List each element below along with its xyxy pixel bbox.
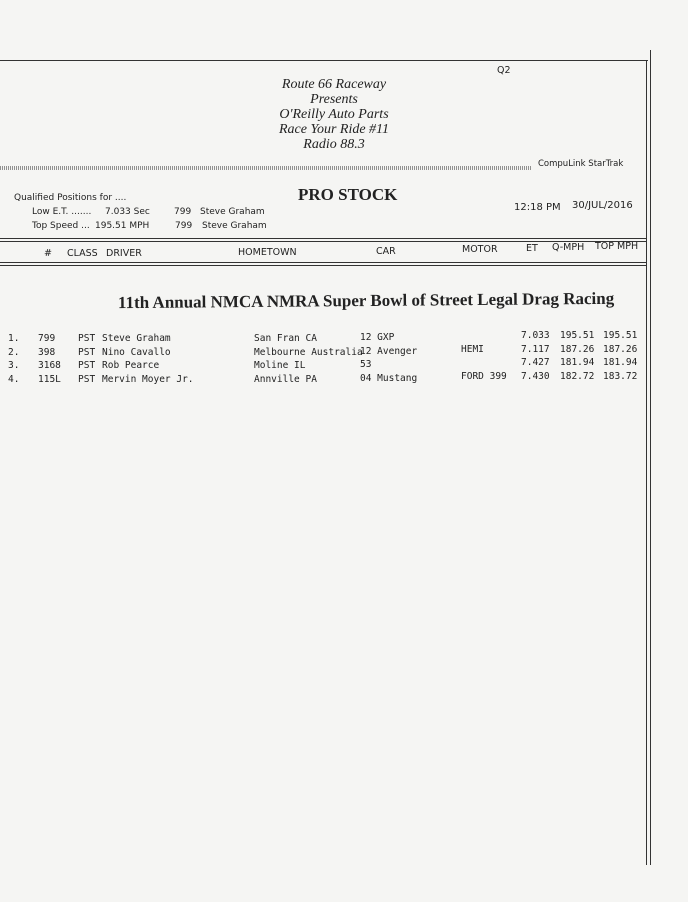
car-number-cell: 115L — [38, 373, 61, 385]
col-top-mph: TOP MPH — [595, 241, 639, 252]
car-cell: 04 Mustang — [360, 372, 418, 384]
car-number-cell: 398 — [38, 346, 56, 358]
hometown-cell: Moline IL — [254, 360, 306, 371]
et-cell: 7.430 — [521, 370, 550, 382]
hometown-cell: San Fran CA — [254, 333, 317, 344]
top-speed-label: Top Speed ... — [32, 221, 90, 231]
dotted-separator — [0, 166, 532, 170]
position-cell: 4. — [8, 373, 20, 385]
position-cell: 2. — [8, 346, 20, 358]
car-number-cell: 3168 — [38, 360, 61, 371]
corner-label: Q2 — [497, 65, 511, 76]
low-et-value: 7.033 Sec — [105, 207, 150, 217]
top-speed-driver: Steve Graham — [202, 221, 267, 231]
right-border-outer — [650, 50, 651, 865]
header-rule-top-2 — [0, 241, 646, 242]
q-mph-cell: 181.94 — [560, 357, 595, 368]
col-motor: MOTOR — [462, 244, 498, 255]
header-line: Route 66 Raceway — [281, 77, 387, 92]
col-et: ET — [526, 243, 538, 254]
position-cell: 1. — [8, 333, 20, 344]
date: 30/JUL/2016 — [572, 200, 633, 211]
col-qmph: Q-MPH — [552, 242, 585, 253]
et-cell: 7.033 — [521, 330, 550, 341]
class-title: PRO STOCK — [298, 185, 398, 204]
motor-cell: HEMI — [461, 343, 484, 355]
col-class: CLASS — [67, 248, 98, 259]
event-title: 11th Annual NMCA NMRA Super Bowl of Stre… — [117, 288, 615, 313]
class-cell: PST — [78, 373, 96, 385]
header-line: Presents — [310, 92, 358, 107]
driver-cell: Nino Cavallo — [102, 346, 171, 358]
class-cell: PST — [78, 360, 96, 371]
col-car: CAR — [376, 246, 396, 257]
right-border — [646, 60, 647, 865]
car-cell: 12 GXP — [360, 332, 395, 343]
header-rule-bottom-2 — [0, 265, 646, 266]
driver-cell: Rob Pearce — [102, 360, 160, 371]
hometown-cell: Annville PA — [254, 373, 317, 385]
header-rule-bottom — [0, 262, 646, 263]
hometown-cell: Melbourne Australia — [254, 346, 363, 358]
car-cell: 53 — [360, 359, 372, 370]
driver-cell: Mervin Moyer Jr. — [102, 373, 194, 385]
header-rule-top — [0, 238, 646, 239]
top-mph-cell: 187.26 — [603, 343, 638, 355]
top-speed-value: 195.51 MPH — [95, 221, 150, 231]
class-cell: PST — [78, 346, 96, 358]
low-et-car: 799 — [174, 207, 192, 217]
header-line: Race Your Ride #11 — [278, 122, 390, 137]
position-cell: 3. — [8, 360, 20, 371]
time: 12:18 PM — [514, 202, 561, 213]
motor-cell: FORD 399 — [461, 370, 507, 382]
col-hometown: HOMETOWN — [238, 247, 297, 258]
header-line: Radio 88.3 — [303, 137, 365, 152]
car-number-cell: 799 — [38, 333, 56, 344]
q-mph-cell: 187.26 — [560, 343, 595, 355]
summary-title: Qualified Positions for .... — [14, 193, 127, 203]
top-mph-cell: 183.72 — [603, 370, 638, 382]
brand-label: CompuLink StarTrak — [538, 159, 624, 169]
col-number: # — [44, 248, 52, 259]
top-border — [0, 60, 648, 61]
top-mph-cell: 181.94 — [603, 357, 638, 368]
class-cell: PST — [78, 333, 96, 344]
et-cell: 7.117 — [521, 343, 550, 355]
top-mph-cell: 195.51 — [603, 330, 638, 341]
col-driver: DRIVER — [106, 248, 142, 259]
header-line: O'Reilly Auto Parts — [279, 107, 389, 122]
low-et-driver: Steve Graham — [200, 207, 265, 217]
et-cell: 7.427 — [521, 357, 550, 368]
driver-cell: Steve Graham — [102, 333, 171, 344]
low-et-label: Low E.T. ....... — [32, 207, 92, 217]
q-mph-cell: 195.51 — [560, 330, 595, 341]
q-mph-cell: 182.72 — [560, 370, 595, 382]
top-speed-car: 799 — [175, 221, 193, 231]
event-header: Route 66 Raceway Presents O'Reilly Auto … — [0, 77, 668, 152]
car-cell: 12 Avenger — [360, 345, 418, 357]
